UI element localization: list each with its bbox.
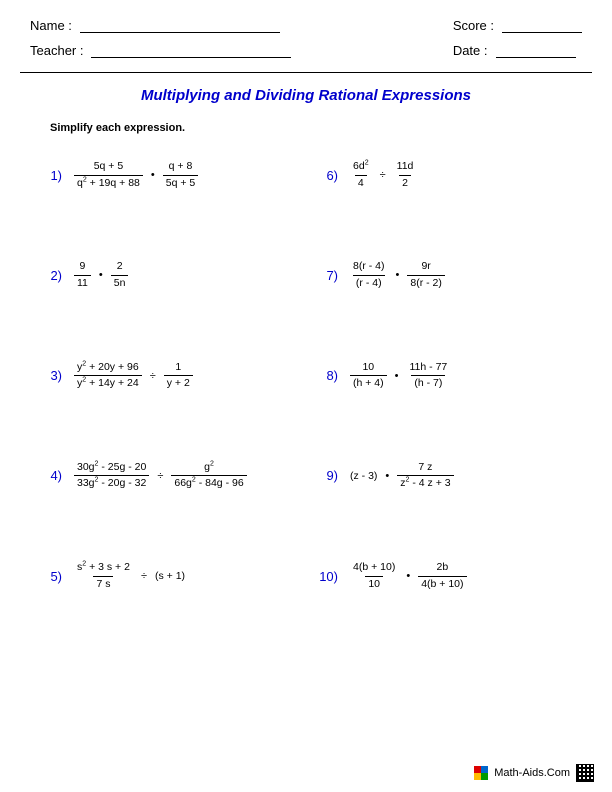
worksheet-header: Name : Teacher : Score : Date : <box>0 0 612 66</box>
logo-icon <box>474 766 488 780</box>
header-rule <box>20 72 592 73</box>
problem-number: 4) <box>40 468 62 483</box>
problem: 6) 6d24÷11d2 <box>316 160 572 190</box>
operator: ÷ <box>378 169 388 181</box>
expression: 911•25n <box>74 260 128 290</box>
operator: • <box>97 269 105 281</box>
problem-number: 9) <box>316 468 338 483</box>
footer-site: Math-Aids.Com <box>494 767 570 779</box>
operator: ÷ <box>148 370 158 382</box>
problem-number: 3) <box>40 368 62 383</box>
operator: • <box>149 169 157 181</box>
problem: 8) 10(h + 4)•11h - 77(h - 7) <box>316 361 572 391</box>
teacher-label: Teacher : <box>30 43 83 58</box>
expression: 30g2 - 25g - 2033g2 - 20g - 32÷g266g2 - … <box>74 461 247 491</box>
problem: 4) 30g2 - 25g - 2033g2 - 20g - 32÷g266g2 … <box>40 461 296 491</box>
expression: 6d24÷11d2 <box>350 160 416 190</box>
problem: 9) (z - 3)•7 zz2 - 4 z + 3 <box>316 461 572 491</box>
problem-number: 7) <box>316 268 338 283</box>
qr-icon <box>576 764 594 782</box>
name-blank <box>80 32 280 33</box>
problem-grid: 1) 5q + 5q2 + 19q + 88•q + 85q + 5 6) 6d24÷… <box>0 134 612 591</box>
operator: ÷ <box>139 570 149 582</box>
problem-number: 2) <box>40 268 62 283</box>
problem-number: 6) <box>316 168 338 183</box>
expression: s2 + 3 s + 27 s÷(s + 1) <box>74 561 185 591</box>
name-label: Name : <box>30 18 72 33</box>
teacher-blank <box>91 57 291 58</box>
expression: 4(b + 10)10•2b4(b + 10) <box>350 561 467 591</box>
expression: y2 + 20y + 96y2 + 14y + 24÷1y + 2 <box>74 361 193 391</box>
operator: • <box>393 370 401 382</box>
expression: 5q + 5q2 + 19q + 88•q + 85q + 5 <box>74 160 198 190</box>
operator: • <box>394 269 402 281</box>
expression: 10(h + 4)•11h - 77(h - 7) <box>350 361 450 391</box>
expression: 8(r - 4)(r - 4)•9r8(r - 2) <box>350 260 445 290</box>
operator: ÷ <box>155 470 165 482</box>
problem-number: 8) <box>316 368 338 383</box>
score-label: Score : <box>453 18 494 33</box>
problem: 10) 4(b + 10)10•2b4(b + 10) <box>316 561 572 591</box>
date-blank <box>496 57 576 58</box>
problem-number: 10) <box>316 569 338 584</box>
problem: 3) y2 + 20y + 96y2 + 14y + 24÷1y + 2 <box>40 361 296 391</box>
worksheet-title: Multiplying and Dividing Rational Expres… <box>0 87 612 104</box>
problem: 1) 5q + 5q2 + 19q + 88•q + 85q + 5 <box>40 160 296 190</box>
operator: • <box>404 570 412 582</box>
problem: 7) 8(r - 4)(r - 4)•9r8(r - 2) <box>316 260 572 290</box>
date-label: Date : <box>453 43 488 58</box>
problem: 5) s2 + 3 s + 27 s÷(s + 1) <box>40 561 296 591</box>
instructions: Simplify each expression. <box>50 122 612 134</box>
score-blank <box>502 32 582 33</box>
problem-number: 1) <box>40 168 62 183</box>
operator: • <box>383 470 391 482</box>
problem: 2) 911•25n <box>40 260 296 290</box>
footer: Math-Aids.Com <box>474 764 594 782</box>
expression: (z - 3)•7 zz2 - 4 z + 3 <box>350 461 454 491</box>
problem-number: 5) <box>40 569 62 584</box>
